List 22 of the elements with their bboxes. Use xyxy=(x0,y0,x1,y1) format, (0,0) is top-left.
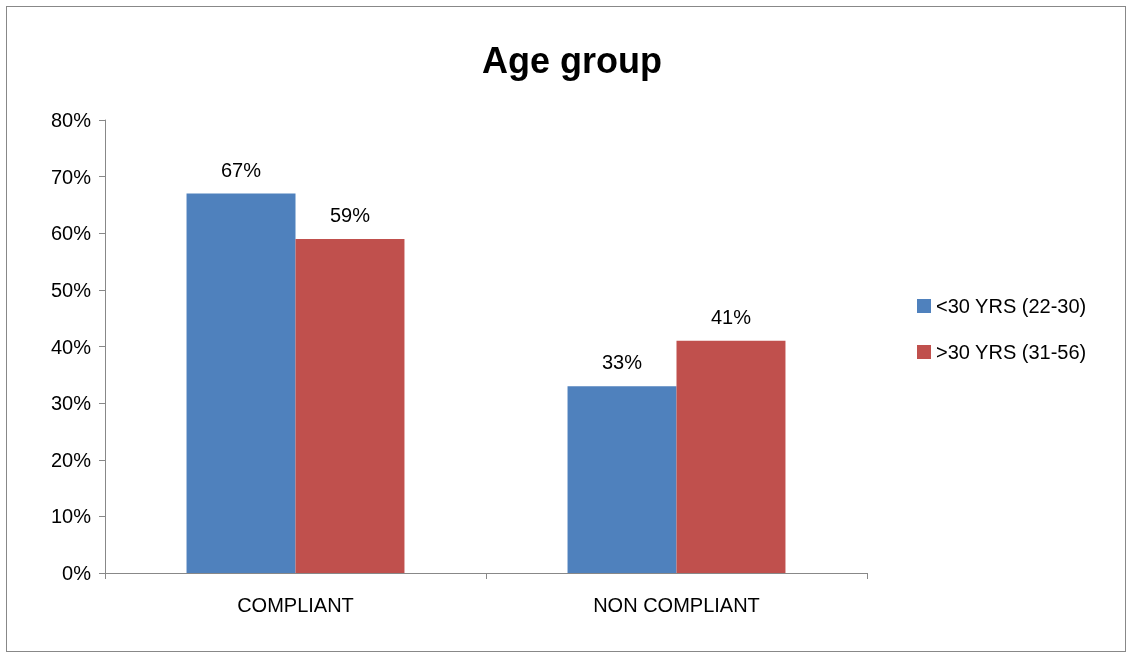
x-tick-label: NON COMPLIANT xyxy=(593,594,760,616)
y-tick-label: 10% xyxy=(50,505,92,528)
data-label: 41% xyxy=(710,305,752,328)
bar xyxy=(295,238,405,573)
y-tick-label: 20% xyxy=(50,448,92,471)
legend-label: <30 YRS (22-30) xyxy=(936,295,1087,317)
y-tick-label: 30% xyxy=(50,392,92,415)
y-tick-label: 60% xyxy=(50,222,92,245)
bar xyxy=(186,193,296,573)
bar xyxy=(676,340,786,573)
bar xyxy=(567,386,677,573)
legend-label: >30 YRS (31-56) xyxy=(936,341,1087,363)
data-label: 67% xyxy=(221,158,262,181)
y-tick-label: 40% xyxy=(50,335,92,358)
y-tick-label: 70% xyxy=(50,165,92,188)
y-tick-label: 0% xyxy=(62,562,92,584)
data-label: 33% xyxy=(602,351,643,374)
data-label: 59% xyxy=(329,203,371,226)
chart-title: Age group xyxy=(482,39,662,81)
x-tick-label: COMPLIANT xyxy=(237,594,354,616)
y-tick-label: 80% xyxy=(50,109,92,131)
y-tick-label: 50% xyxy=(50,278,92,301)
